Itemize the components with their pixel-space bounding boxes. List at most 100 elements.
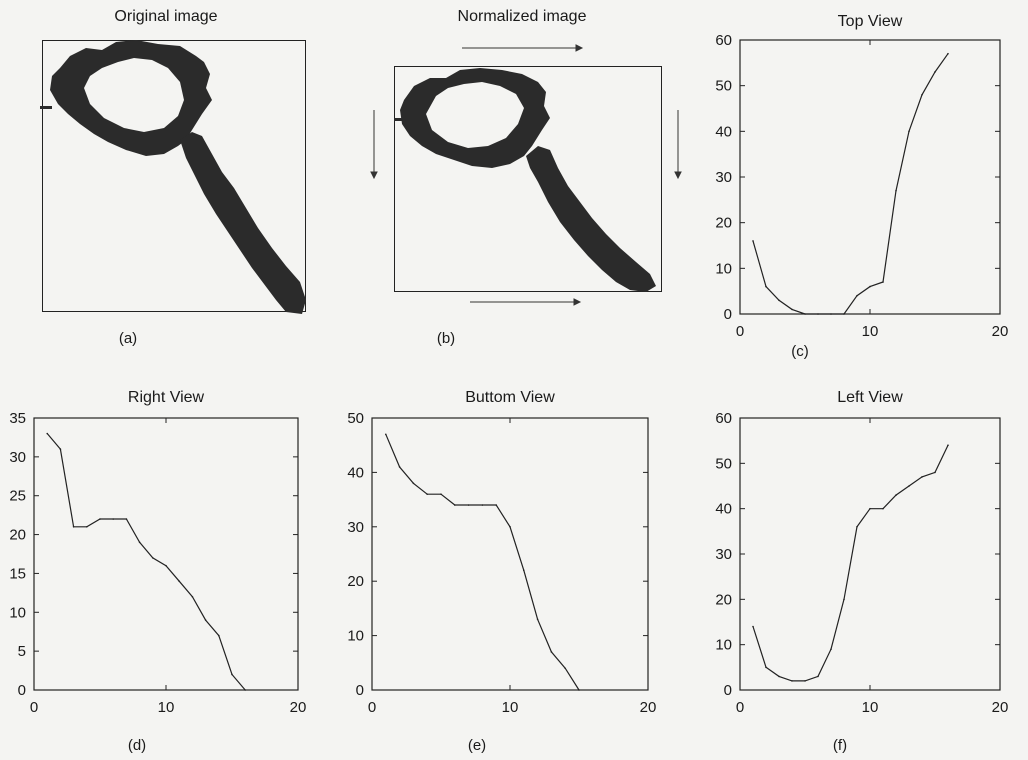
chart-d-ytick-label: 20 — [9, 527, 26, 544]
chart-d-ytick-label: 30 — [9, 449, 26, 466]
chart-c-data-point — [882, 281, 884, 283]
chart-c-ytick-label: 20 — [715, 215, 732, 232]
chart-e-data-point — [454, 504, 456, 506]
chart-d-data-point — [191, 595, 194, 598]
chart-f-data-point — [830, 648, 832, 650]
chart-f-data-point — [765, 666, 767, 669]
chart-d-data-point — [86, 526, 88, 528]
chart-c-data-point — [895, 189, 897, 192]
chart-d-data-point — [178, 580, 180, 582]
chart-f-data-point — [856, 526, 858, 528]
original-image-panel — [40, 38, 306, 314]
chart-f-data-point — [908, 485, 910, 487]
chart-d-title: Right View — [128, 389, 205, 406]
chart-e-title: Buttom View — [465, 389, 555, 406]
chart-f-data-point — [804, 680, 806, 682]
chart-c-ytick-label: 40 — [715, 123, 732, 140]
chart-c-ytick-label: 0 — [724, 306, 732, 323]
chart-c-ytick-label: 50 — [715, 78, 732, 95]
chart-e-ytick-label: 0 — [356, 682, 364, 699]
chart-c-frame — [739, 39, 1001, 315]
chart-f-ytick-label: 0 — [724, 682, 732, 699]
chart-d-data-point — [218, 634, 220, 637]
chart-d-data-point — [165, 564, 167, 567]
chart-e-caption: (e) — [468, 737, 486, 754]
normalized-image-panel — [360, 30, 690, 320]
chart-d-data-point — [99, 518, 101, 520]
chart-d-xtick-label: 0 — [30, 699, 38, 716]
chart-c-title: Top View — [838, 13, 903, 30]
original-image-stroke — [40, 40, 306, 314]
chart-d-data-point — [152, 557, 154, 559]
chart-e-data-point — [564, 667, 566, 670]
chart-e-xtick-label: 10 — [502, 699, 519, 716]
original-image-frame — [42, 40, 306, 312]
chart-d-ytick-label: 10 — [9, 604, 26, 621]
chart-e-data-point — [385, 433, 387, 436]
chart-f-data-point — [921, 476, 923, 478]
chart-c-data-point — [947, 52, 949, 55]
chart-e-data-point — [412, 482, 415, 485]
chart-e-xtick-label: 20 — [640, 699, 657, 716]
chart-c-series-line — [752, 53, 949, 315]
chart-d-data-point — [112, 518, 114, 520]
chart-f-data-point — [895, 494, 897, 496]
chart-c-xtick-label: 20 — [992, 323, 1009, 340]
chart-f-xtick-label: 0 — [736, 699, 744, 716]
chart-d-caption: (d) — [128, 737, 146, 754]
chart-c-data-point — [869, 285, 871, 288]
chart-c-data-point — [765, 285, 767, 288]
chart-e-ytick-label: 10 — [347, 628, 364, 645]
chart-e-ytick-label: 40 — [347, 464, 364, 481]
chart-c-data-point — [778, 299, 780, 302]
chart-d-data-point — [72, 526, 75, 528]
chart-c-data-point — [843, 313, 845, 315]
chart-e-ytick-label: 50 — [347, 410, 364, 427]
chart-d-data-point — [125, 518, 128, 520]
panel-b-caption: (b) — [436, 330, 456, 347]
chart-e-data-point — [550, 651, 553, 653]
chart-c-data-point — [830, 313, 832, 315]
chart-e-frame — [371, 417, 649, 691]
chart-f-xtick-label: 20 — [992, 699, 1009, 716]
panel-a-title: Original image — [114, 8, 218, 25]
chart-e-series-line — [385, 434, 580, 691]
panel-b-title: Normalized image — [457, 8, 587, 25]
chart-d-ytick-label: 0 — [18, 682, 26, 699]
chart-d-data-point — [231, 673, 233, 676]
chart-d-ytick-label: 35 — [9, 410, 26, 427]
chart-e-ytick-label: 30 — [347, 519, 364, 536]
chart-d-data-point — [46, 432, 48, 435]
chart-f-ytick-label: 30 — [715, 546, 732, 563]
chart-c-data-point — [752, 240, 754, 242]
normalized-image-stroke — [394, 68, 656, 292]
chart-c-data-point — [791, 308, 793, 311]
chart-f-frame — [739, 417, 1001, 691]
chart-e-data-point — [536, 618, 539, 621]
chart-f-series-line — [752, 444, 949, 682]
chart-d-ytick-label: 25 — [9, 488, 26, 505]
chart-c-data-point — [934, 71, 936, 73]
chart-e-data-point — [467, 504, 470, 506]
chart-c-data-point — [804, 313, 806, 315]
chart-c-ytick-label: 30 — [715, 169, 732, 186]
chart-c-data-point — [908, 130, 910, 133]
chart-c-xtick-label: 10 — [862, 323, 879, 340]
chart-f-data-point — [752, 625, 754, 628]
chart-f-ytick-label: 20 — [715, 591, 732, 608]
chart-d-data-point — [138, 541, 141, 544]
chart-f-ytick-label: 50 — [715, 455, 732, 472]
chart-c-xtick-label: 0 — [736, 323, 744, 340]
normalized-image-arrows — [370, 44, 682, 306]
chart-c-data-point — [817, 313, 819, 315]
chart-d-ytick-label: 5 — [18, 643, 26, 660]
chart-e-data-point — [481, 504, 484, 506]
chart-f-ytick-label: 60 — [715, 410, 732, 427]
chart-c-ytick-label: 60 — [715, 32, 732, 49]
chart-d-xtick-label: 20 — [290, 699, 307, 716]
chart-d-data-point — [204, 619, 207, 621]
chart-f-ytick-label: 40 — [715, 501, 732, 518]
chart-c-data-point — [921, 94, 923, 96]
chart-c-data-point — [856, 294, 858, 297]
chart-f-caption: (f) — [833, 737, 847, 754]
